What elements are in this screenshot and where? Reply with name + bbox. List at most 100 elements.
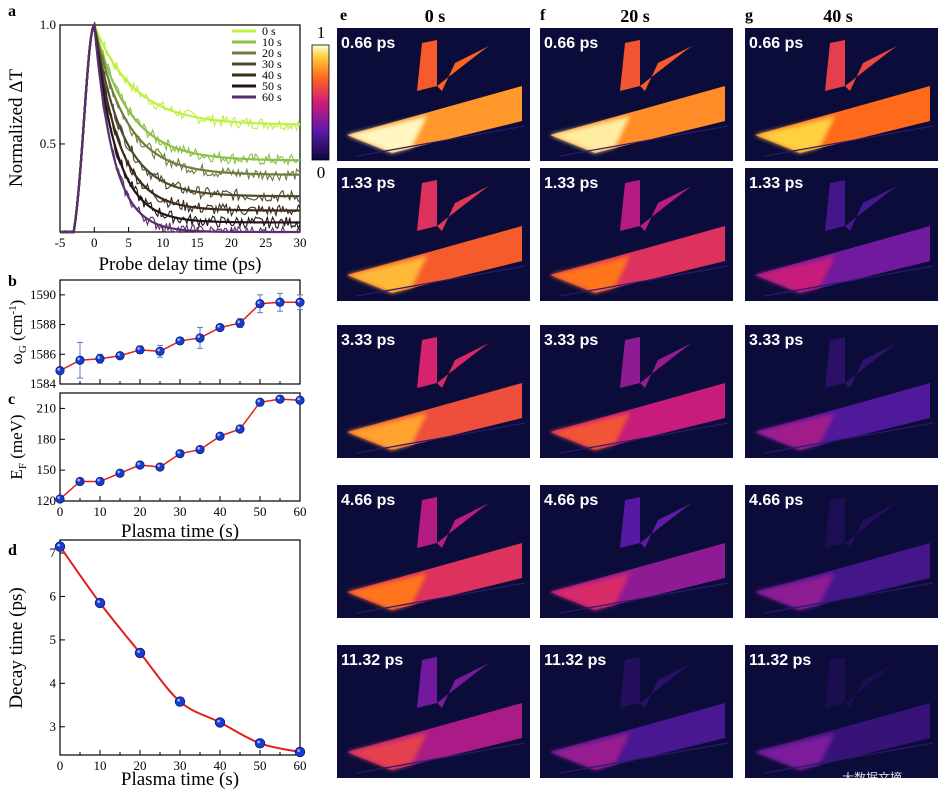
flake-lobe-right (437, 503, 489, 548)
panel-c-point-highlight (97, 478, 101, 482)
panel-b-data-point (55, 366, 65, 376)
panel-c-ticks: 0 10 20 30 40 50 60 120 150 180 210 (37, 400, 307, 519)
panel-d-data-point (94, 597, 106, 609)
flake-lobe-left (620, 337, 640, 388)
panel-c-xtick-label: 30 (174, 504, 187, 519)
flake-lobe-left (620, 657, 640, 708)
panel-c-fermi-level: 0 10 20 30 40 50 60 120 150 180 210 Plasma time (s… (7, 392, 307, 542)
flake-lobe-right (437, 46, 489, 91)
panel-c-data-point (95, 476, 105, 487)
panel-a-xtick-label: -5 (55, 235, 66, 250)
flake-lobe-right (845, 46, 897, 91)
panel-c-xtick-label: 60 (294, 504, 307, 519)
substrate-streak (764, 125, 934, 157)
panel-c-point-highlight (257, 399, 261, 403)
substrate-streak (764, 582, 934, 614)
panel-c-point-highlight (117, 470, 121, 474)
panel-b-data-point (255, 299, 265, 309)
substrate-streak (764, 742, 934, 774)
image-tile: 11.32 ps (337, 645, 530, 778)
panel-d-xtick-label: 0 (57, 758, 64, 773)
panel-a-legend-label: 60 s (262, 90, 282, 104)
flake-edge-highlight (347, 116, 427, 153)
panel-a-xlabel: Probe delay time (ps) (98, 254, 261, 275)
panel-c-data-point (295, 395, 305, 405)
colorbar-gradient (311, 44, 330, 161)
panel-d-xtick-label: 20 (134, 758, 147, 773)
substrate-streak (356, 422, 526, 454)
panel-b-data-point (115, 351, 125, 361)
panel-d-xtick-label: 10 (94, 758, 107, 773)
panel-b-point-highlight (197, 335, 201, 339)
flake-edge-highlight (755, 573, 835, 610)
panel-d-data-point (54, 541, 66, 552)
substrate-streak (356, 742, 526, 774)
flake-edge-highlight (755, 413, 835, 450)
panel-d-ytick-label: 4 (50, 675, 57, 690)
panel-d-xtick-label: 30 (174, 758, 187, 773)
panel-b-series (55, 292, 305, 379)
panel-d-data-point (134, 647, 146, 659)
panel-b-data-point (175, 336, 185, 346)
column-title-20s: 20 s (620, 6, 650, 26)
panel-c-xtick-label: 40 (214, 504, 227, 519)
panel-b-point-highlight (137, 347, 141, 350)
image-tile: 4.66 ps (540, 485, 733, 618)
substrate-streak (559, 422, 729, 454)
panel-a-fit-line (60, 21, 301, 234)
flake-edge-highlight (550, 573, 630, 610)
tile-time-label: 0.66 ps (749, 35, 803, 52)
panel-b-data-point (135, 345, 145, 355)
panel-label-g: g (745, 7, 753, 24)
panel-a-series (59, 21, 301, 234)
tile-time-label: 1.33 ps (544, 175, 598, 192)
panel-label-a: a (8, 3, 16, 20)
flake-lobe-left (620, 497, 640, 548)
panel-d-xtick-label: 40 (214, 758, 227, 773)
tile-time-label: 1.33 ps (749, 175, 803, 192)
substrate-streak (356, 125, 526, 157)
image-tile: 0.66 ps (337, 28, 530, 161)
panel-a-xtick-label: 15 (191, 235, 204, 250)
panel-c-point-highlight (157, 464, 161, 468)
panel-a-fit-line (60, 22, 301, 234)
panel-c-xtick-label: 10 (94, 504, 107, 519)
panel-b-raman-shift: 1584 1586 1588 1590 ωG (cm-1) (7, 279, 305, 391)
watermark: 大数据文摘 (842, 770, 902, 785)
panel-b-data-point (215, 322, 225, 333)
tile-time-label: 11.32 ps (544, 652, 606, 669)
flake-lobe-left (825, 337, 845, 388)
panel-d-xtick-label: 60 (294, 758, 307, 773)
flake-lobe-left (825, 657, 845, 708)
panel-c-data-point (235, 424, 245, 434)
panel-b-data-point (155, 346, 165, 356)
panel-c-data-point (155, 462, 165, 472)
panel-c-point-highlight (77, 478, 81, 482)
image-tile: 3.33 ps (337, 325, 530, 458)
panel-b-data-point (195, 333, 205, 343)
column-title-40s: 40 s (823, 6, 853, 26)
flake-lobe-left (825, 180, 845, 231)
panel-b-point-highlight (117, 353, 121, 356)
panel-a-legend-label: 20 s (262, 46, 282, 60)
panel-c-point-highlight (177, 450, 181, 454)
image-grid: 0 s 20 s 40 s 0.66 ps 0.66 ps 0.66 ps 1.33 … (337, 6, 938, 778)
panel-b-point-highlight (257, 301, 261, 304)
panel-a-legend-label: 10 s (262, 35, 282, 49)
image-tile: 3.33 ps (540, 325, 733, 458)
flake-lobe-left (825, 497, 845, 548)
panel-a-legend-label: 30 s (262, 57, 282, 71)
image-tile: 11.32 ps (540, 645, 733, 778)
flake-lobe-left (620, 40, 640, 91)
flake-edge-highlight (755, 116, 835, 153)
panel-d-xtick-label: 50 (254, 758, 267, 773)
panel-d-ytick-label: 3 (50, 719, 57, 734)
panel-label-f: f (540, 7, 546, 24)
colorbar: 1 0 (311, 23, 330, 182)
flake-lobe-right (437, 343, 489, 388)
panel-b-ytick-label: 1588 (30, 317, 56, 332)
panel-c-data-point (195, 444, 205, 455)
flake-lobe-left (417, 180, 437, 231)
panel-a-legend: 0 s10 s20 s30 s40 s50 s60 s (232, 24, 282, 104)
panel-b-ylabel: ωG (cm-1) (7, 300, 29, 365)
